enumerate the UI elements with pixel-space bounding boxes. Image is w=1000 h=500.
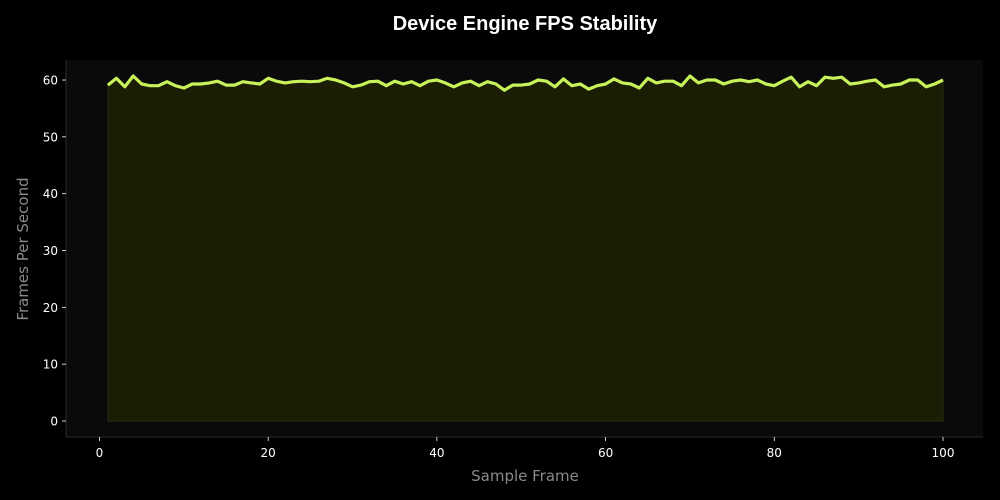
fps-area — [107, 75, 944, 422]
x-axis-label: Sample Frame — [471, 467, 579, 485]
y-tick-label: 10 — [43, 358, 58, 372]
x-tick-label: 100 — [932, 446, 955, 460]
x-tick-label: 60 — [598, 446, 613, 460]
chart-title: Device Engine FPS Stability — [393, 13, 658, 35]
y-axis-label: Frames Per Second — [14, 177, 32, 320]
x-tick-label: 0 — [96, 446, 104, 460]
y-tick-label: 30 — [43, 244, 58, 258]
y-axis-ticks: 0 10 20 30 40 50 60 — [43, 74, 66, 429]
x-axis-ticks: 0 20 40 60 80 100 — [96, 437, 955, 460]
y-tick-label: 60 — [43, 74, 58, 88]
y-tick-label: 0 — [50, 415, 58, 429]
y-tick-label: 50 — [43, 130, 58, 144]
x-tick-label: 20 — [261, 446, 276, 460]
area-fill — [107, 75, 944, 422]
fps-line — [106, 74, 944, 92]
series-line — [106, 74, 944, 92]
y-tick-label: 40 — [43, 187, 58, 201]
y-tick-label: 20 — [43, 301, 58, 315]
x-tick-label: 80 — [767, 446, 782, 460]
x-tick-label: 40 — [429, 446, 444, 460]
